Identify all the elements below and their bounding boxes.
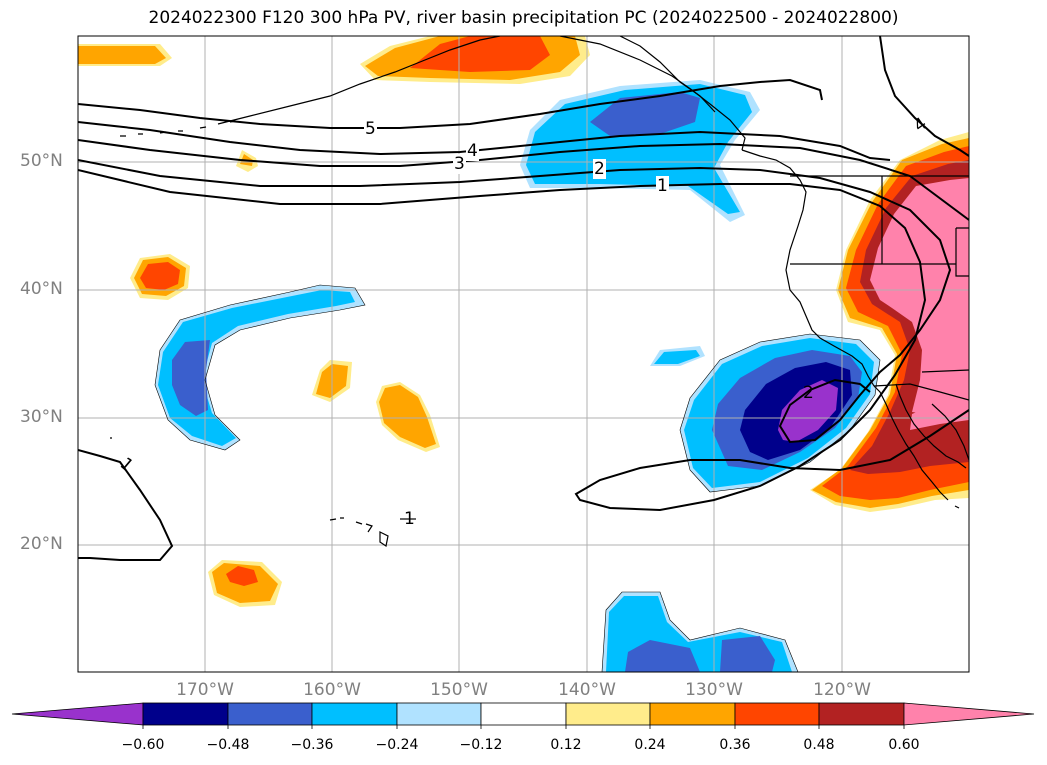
pv-contour-1 (78, 169, 969, 512)
lat-label-30n: 30°N (20, 407, 63, 427)
map-field-layer (78, 36, 969, 672)
precip-outlines (154, 284, 881, 672)
pv-contour-1-west (78, 449, 174, 561)
colorbar-tick: −0.48 (206, 737, 250, 753)
lon-label-160w: 160°W (303, 680, 361, 700)
pv-label-2: 2 (593, 159, 606, 179)
lat-label-40n: 40°N (20, 279, 63, 299)
colorbar-extend-high (903, 702, 1035, 726)
lon-label-130w: 130°W (685, 680, 743, 700)
lat-label-50n: 50°N (20, 151, 63, 171)
pv-label-1: 1 (656, 176, 669, 196)
colorbar-tick: 0.48 (803, 737, 835, 753)
colorbar-tick: 0.36 (719, 737, 751, 753)
colorbar-tick: −0.60 (121, 737, 165, 753)
colorbar-tick: −0.24 (375, 737, 419, 753)
pv-contour-3 (78, 139, 969, 221)
pv-label-4: 4 (466, 141, 479, 161)
colorbar-tick: 0.60 (888, 737, 920, 753)
lon-label-140w: 140°W (558, 680, 616, 700)
colorbar (11, 702, 1035, 729)
pv-label-5: 5 (364, 119, 377, 139)
lat-label-20n: 20°N (20, 534, 63, 554)
pv-label-2-south: 2 (803, 383, 814, 403)
pv-contour-2 (78, 159, 952, 444)
pv-contour-4-east (879, 36, 969, 157)
pv-contour-5 (78, 78, 823, 129)
colorbar-tick: 0.24 (634, 737, 666, 753)
pv-label-3: 3 (453, 154, 466, 174)
colorbar-tick: −0.36 (290, 737, 334, 753)
map-title: 2024022300 F120 300 hPa PV, river basin … (148, 8, 899, 28)
graticule (78, 36, 969, 672)
lon-label-150w: 150°W (430, 680, 488, 700)
map-frame (77, 35, 970, 673)
colorbar-tick: −0.12 (459, 737, 503, 753)
pv-contour-4 (78, 121, 891, 161)
lon-label-170w: 170°W (176, 680, 234, 700)
colorbar-extend-low (11, 702, 144, 726)
pv-contours (78, 36, 969, 561)
pv-label-1-hawaii: 1 (404, 509, 415, 529)
lon-label-120w: 120°W (813, 680, 871, 700)
coastlines (110, 36, 969, 547)
colorbar-tick: 0.12 (550, 737, 582, 753)
